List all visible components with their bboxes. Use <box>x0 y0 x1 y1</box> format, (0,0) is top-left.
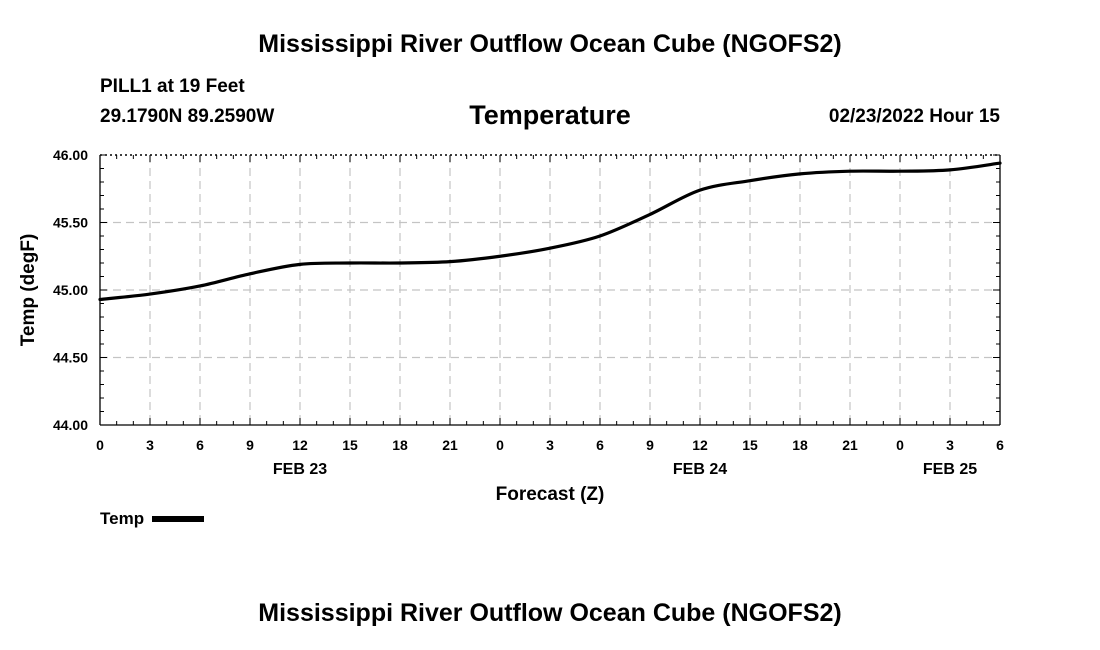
x-tick-label: 9 <box>646 437 654 453</box>
date-label: FEB 23 <box>273 461 327 478</box>
x-tick-label: 6 <box>996 437 1004 453</box>
x-tick-label: 6 <box>196 437 204 453</box>
x-tick-label: 3 <box>546 437 554 453</box>
x-tick-label: 21 <box>842 437 858 453</box>
chart-title: Mississippi River Outflow Ocean Cube (NG… <box>258 30 842 58</box>
x-tick-label: 6 <box>596 437 604 453</box>
x-tick-label: 0 <box>496 437 504 453</box>
x-tick-label: 0 <box>96 437 104 453</box>
x-tick-label: 12 <box>692 437 708 453</box>
x-axis-label: Forecast (Z) <box>496 484 605 505</box>
station-coords: 29.1790N 89.2590W <box>100 106 275 127</box>
x-tick-label: 18 <box>392 437 408 453</box>
x-tick-label: 15 <box>342 437 358 453</box>
date-label: FEB 24 <box>673 461 727 478</box>
x-tick-label: 12 <box>292 437 308 453</box>
x-tick-label: 3 <box>146 437 154 453</box>
legend-label: Temp <box>100 509 145 528</box>
y-tick-label: 46.00 <box>53 147 88 163</box>
y-tick-label: 44.00 <box>53 417 88 433</box>
legend-swatch <box>152 515 205 522</box>
x-tick-label: 15 <box>742 437 758 453</box>
y-tick-label: 45.50 <box>53 215 88 231</box>
y-tick-label: 44.50 <box>53 350 88 366</box>
x-tick-label: 0 <box>896 437 904 453</box>
date-label: FEB 25 <box>923 461 977 478</box>
series-line-temp <box>98 161 1002 302</box>
station-label: PILL1 at 19 Feet <box>100 76 245 97</box>
legend: Temp <box>100 509 205 529</box>
x-tick-label: 18 <box>792 437 808 453</box>
x-tick-label: 3 <box>946 437 954 453</box>
x-tick-label: 21 <box>442 437 458 453</box>
forecast-datetime: 02/23/2022 Hour 15 <box>828 106 1000 127</box>
footer-title: Mississippi River Outflow Ocean Cube (NG… <box>258 599 842 627</box>
x-tick-label: 9 <box>246 437 254 453</box>
y-axis-label: Temp (degF) <box>18 234 39 347</box>
plot-title: Temperature <box>469 100 631 130</box>
y-tick-label: 45.00 <box>53 282 88 298</box>
